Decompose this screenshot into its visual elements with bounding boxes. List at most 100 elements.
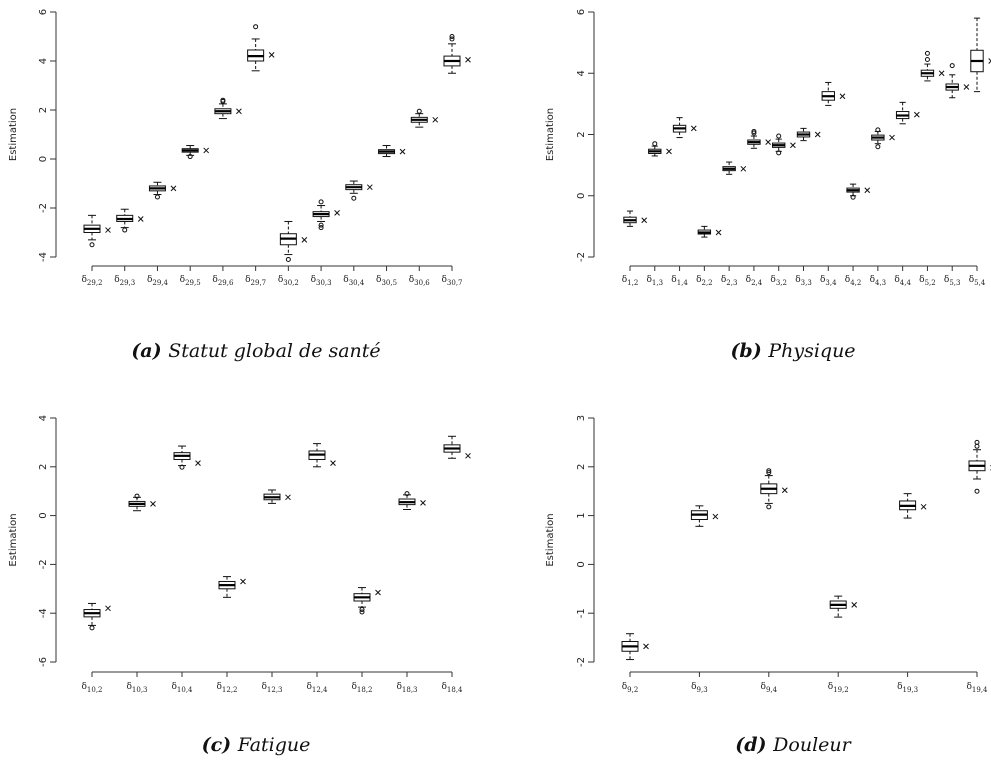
y-tick-label: 0 [38, 156, 49, 162]
x-tick-label: δ19,3 [897, 682, 918, 694]
box-29-3 [116, 208, 144, 233]
x-tick-label: δ30,5 [376, 275, 397, 287]
panel-caption: (c) Fatigue [202, 734, 311, 756]
panel-caption: (b) Physique [730, 340, 855, 362]
x-tick-label: δ4,4 [894, 275, 911, 287]
true-value-marker [641, 217, 648, 224]
y-tick-label: 4 [576, 70, 587, 76]
box-10-4 [173, 445, 201, 470]
outlier-point [220, 97, 226, 103]
box-19-3 [899, 493, 927, 519]
box-1-3 [648, 141, 672, 157]
box-18-3 [398, 491, 426, 510]
outlier-point [766, 470, 772, 476]
true-value-marker [839, 93, 846, 100]
x-tick-label: δ1,4 [671, 275, 688, 287]
y-tick-label: 2 [38, 107, 49, 113]
chart-panel-a: -4 -2 0 2 4 6 Estimation δ29,2 δ29,3 δ29,4 δ29,5 δ2… [8, 9, 471, 362]
box-19-2 [829, 595, 858, 618]
true-value-marker [465, 452, 471, 459]
true-value-marker [105, 605, 111, 612]
outlier-point [359, 607, 365, 613]
x-tick-label: δ5,2 [919, 275, 936, 287]
y-tick-label: 3 [576, 415, 587, 421]
y-tick-label: 2 [576, 131, 587, 137]
x-tick-label: δ9,4 [761, 682, 778, 694]
x-tick-label: δ18,4 [441, 682, 463, 694]
x-tick-label: δ9,2 [622, 682, 639, 694]
box-1-4 [672, 117, 697, 139]
outlier-point [751, 128, 757, 134]
true-value-marker [465, 56, 471, 63]
box-5-3 [945, 63, 970, 99]
true-value-marker [105, 227, 111, 233]
y-tick-label: -2 [38, 203, 49, 213]
x-tick-label: δ29,5 [180, 275, 201, 287]
y-tick-label: 0 [576, 193, 587, 199]
caption-letter: (d) [735, 734, 773, 756]
y-axis-label: Estimation [8, 513, 19, 566]
outlier-point [924, 50, 930, 56]
x-tick-label: δ5,3 [944, 275, 961, 287]
chart-panel-d: -2 -1 0 1 2 3 Estimation δ9,2 δ9,3 δ9,4 δ19,2 δ19,3… [545, 415, 991, 756]
y-tick-label: -2 [38, 559, 49, 569]
caption-text: Fatigue [237, 734, 311, 756]
x-tick-label: δ29,3 [114, 275, 135, 287]
x-tick-label: δ10,3 [126, 682, 147, 694]
box-30-4 [345, 180, 373, 201]
outlier-point [974, 443, 980, 449]
x-tick-label: δ9,3 [691, 682, 708, 694]
y-tick-label: 0 [576, 561, 587, 567]
x-tick-label: δ18,3 [396, 682, 417, 694]
outlier-point [253, 24, 259, 30]
box-9-3 [690, 505, 719, 527]
outlier-point [449, 36, 455, 42]
true-value-marker [399, 148, 406, 155]
x-tick-label: δ12,4 [306, 682, 328, 694]
outlier-point [974, 439, 980, 445]
box-30-6 [410, 108, 439, 128]
x-tick-label: δ18,2 [351, 682, 372, 694]
x-tick-label: δ29,7 [245, 275, 266, 287]
box-18-4 [443, 435, 471, 459]
true-value-marker [920, 503, 927, 510]
y-tick-label: 2 [38, 464, 49, 470]
outlier-point [179, 464, 185, 470]
y-tick-label: -2 [576, 657, 587, 667]
caption-letter: (a) [131, 340, 168, 362]
outlier-point [766, 504, 772, 510]
true-value-marker [988, 58, 991, 62]
box-4-3 [871, 127, 895, 150]
caption-text: Physique [767, 340, 855, 362]
x-tick-label: δ12,3 [261, 682, 282, 694]
panel-caption: (d) Douleur [735, 734, 852, 756]
y-tick-label: -1 [576, 608, 587, 618]
true-value-marker [643, 643, 649, 650]
true-value-marker [420, 500, 426, 506]
box-30-3 [312, 199, 340, 231]
x-tick-label: δ30,3 [311, 275, 332, 287]
box-5-4 [970, 17, 991, 93]
true-value-marker [740, 165, 747, 172]
box-4-4 [895, 101, 920, 125]
x-tick-label: δ29,6 [212, 275, 234, 287]
true-value-marker [765, 139, 771, 146]
true-value-marker [864, 187, 871, 194]
box-29-5 [181, 145, 210, 160]
outlier-point [351, 195, 357, 201]
outlier-point [89, 242, 95, 248]
y-tick-label: 1 [576, 512, 587, 518]
x-tick-label: δ19,4 [966, 682, 988, 694]
y-tick-label: -4 [38, 252, 49, 262]
outlier-point [449, 34, 455, 39]
x-tick-label: δ19,2 [828, 682, 849, 694]
true-value-marker [715, 229, 722, 236]
x-tick-label: δ3,2 [770, 275, 787, 287]
x-tick-label: δ29,4 [147, 275, 169, 287]
outlier-point [974, 488, 980, 494]
y-tick-label: -6 [38, 657, 49, 667]
box-12-2 [218, 576, 246, 598]
x-tick-label: δ2,4 [746, 275, 763, 287]
chart-panel-b: -2 0 2 4 6 Estimation δ1,2 δ1,3 δ1,4 δ2,2 δ2,3 δ2,4… [545, 9, 991, 362]
